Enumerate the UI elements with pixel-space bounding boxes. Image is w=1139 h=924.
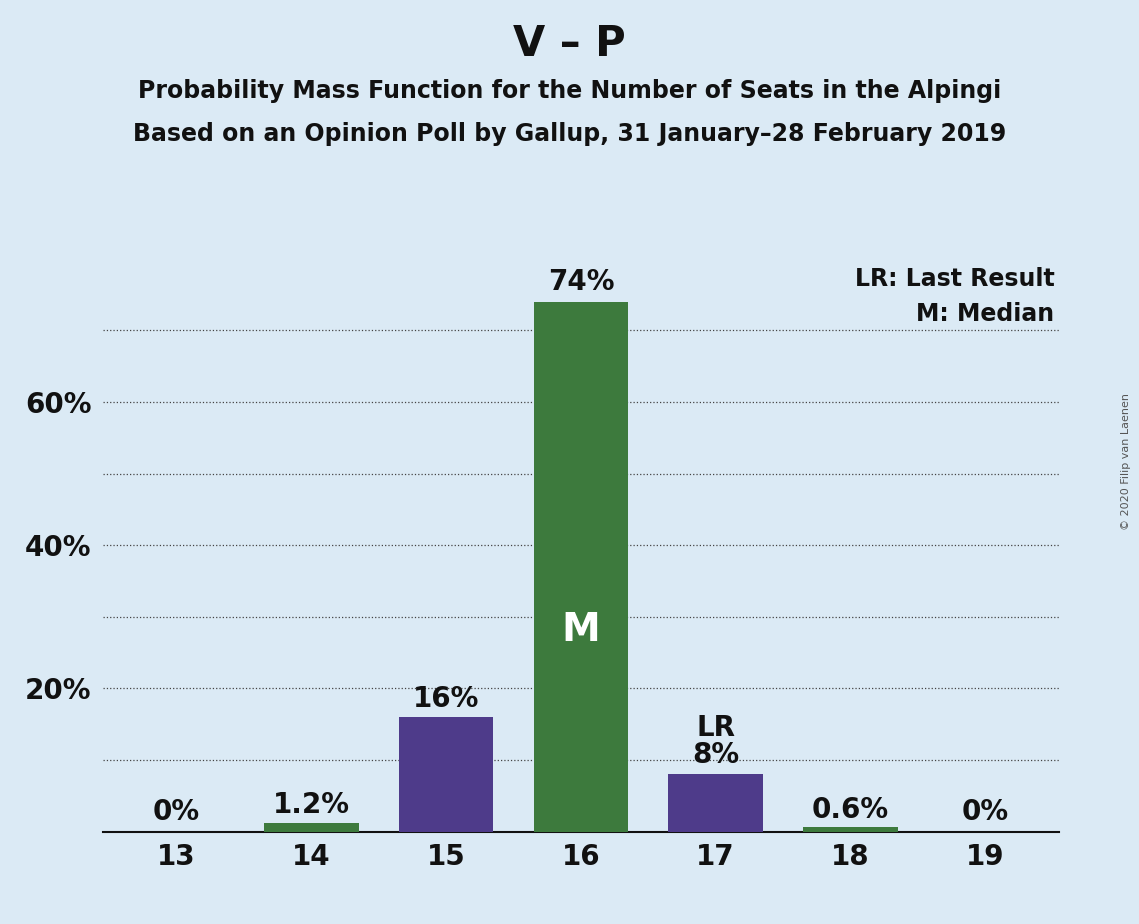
Text: Based on an Opinion Poll by Gallup, 31 January–28 February 2019: Based on an Opinion Poll by Gallup, 31 J…: [133, 122, 1006, 146]
Text: 0%: 0%: [153, 797, 200, 826]
Bar: [399, 717, 493, 832]
Text: V – P: V – P: [514, 23, 625, 65]
Text: 16%: 16%: [413, 686, 480, 713]
Text: 74%: 74%: [548, 268, 614, 296]
Text: M: M: [562, 612, 600, 650]
Bar: [264, 823, 359, 832]
Text: 1.2%: 1.2%: [273, 792, 350, 820]
Bar: [803, 827, 898, 832]
Text: Probability Mass Function for the Number of Seats in the Alpingi: Probability Mass Function for the Number…: [138, 79, 1001, 103]
Text: LR: Last Result: LR: Last Result: [854, 267, 1055, 291]
Text: 0.6%: 0.6%: [812, 796, 888, 823]
Text: 0%: 0%: [961, 797, 1009, 826]
Text: LR: LR: [696, 714, 735, 742]
Text: © 2020 Filip van Laenen: © 2020 Filip van Laenen: [1121, 394, 1131, 530]
Text: M: Median: M: Median: [917, 301, 1055, 325]
Text: 8%: 8%: [693, 740, 739, 769]
Bar: [669, 774, 763, 832]
Bar: [534, 301, 628, 832]
